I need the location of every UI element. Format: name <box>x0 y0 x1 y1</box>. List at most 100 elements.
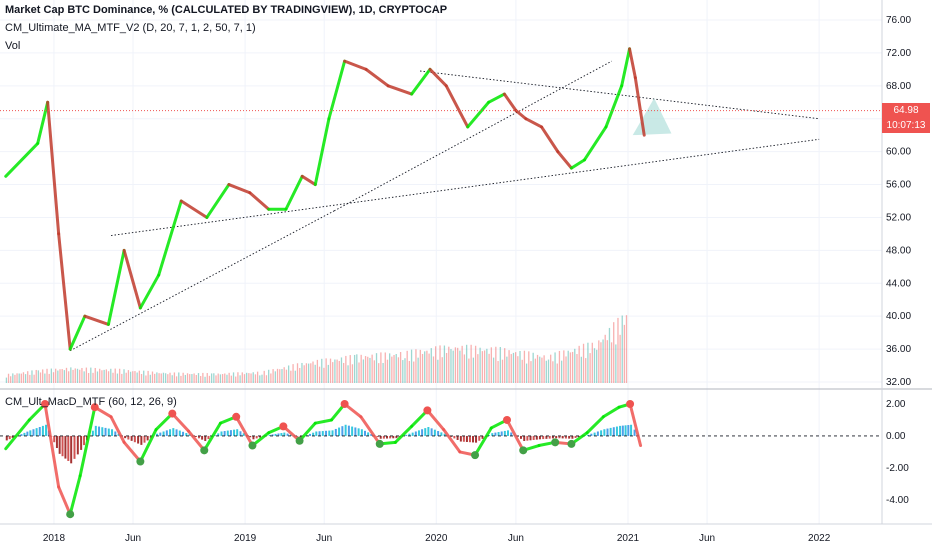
macd-hist-bar <box>325 430 328 436</box>
macd-segment <box>359 415 382 446</box>
macd-hist-bar <box>478 435 481 441</box>
macd-line <box>4 402 643 516</box>
macd-cross-dots <box>41 400 635 519</box>
macd-hist-bar <box>555 435 558 439</box>
macd-hist-bar <box>271 434 274 436</box>
volume-bar <box>397 357 400 383</box>
volume-bar <box>567 350 569 383</box>
volume-bar <box>316 359 319 383</box>
macd-hist-bar <box>630 424 633 436</box>
price-pane[interactable] <box>0 47 882 383</box>
volume-bar <box>18 373 20 383</box>
price-segment <box>628 47 637 80</box>
macd-hist-bar <box>392 435 395 439</box>
countdown-badge: 10:07:13 <box>882 118 930 133</box>
volume-bar <box>380 352 382 383</box>
volume-bar <box>406 350 408 383</box>
price-tick-label: 44.00 <box>886 278 911 289</box>
macd-tick-label: 2.00 <box>886 399 906 410</box>
macd-hist-bar <box>55 435 58 449</box>
volume-bar <box>353 354 356 383</box>
volume-bar <box>327 364 329 383</box>
macd-hist-bar <box>433 429 436 436</box>
macd-segment <box>628 402 643 448</box>
volume-bar <box>219 374 222 383</box>
volume-bar <box>585 358 587 383</box>
price-segment <box>487 92 506 104</box>
macd-hist-bar <box>481 435 484 439</box>
macd-hist-bar <box>430 428 433 436</box>
macd-pane[interactable] <box>0 400 882 519</box>
volume-bar <box>332 362 334 383</box>
volume-bar <box>504 348 506 383</box>
volume-bar <box>243 374 246 383</box>
macd-cross-dot <box>232 412 241 421</box>
macd-hist-bar <box>465 435 468 442</box>
volume-bar <box>514 352 517 383</box>
volume-bar <box>5 377 8 383</box>
volume-bar <box>525 363 528 383</box>
volume-bar <box>437 359 439 383</box>
volume-bar <box>552 361 554 383</box>
macd-hist-bar <box>20 434 23 436</box>
volume-bar <box>424 351 426 383</box>
volume-bar <box>608 327 611 383</box>
volume-bar <box>435 346 437 383</box>
ma-segments <box>4 47 646 351</box>
volume-bar <box>543 355 545 383</box>
volume-bar <box>263 370 265 383</box>
chart-title[interactable]: Market Cap BTC Dominance, % (CALCULATED … <box>5 4 448 16</box>
macd-hist-bar <box>140 435 143 445</box>
price-tick-label: 48.00 <box>886 245 911 256</box>
macd-indicator-label[interactable]: CM_Ult_MacD_MTF (60, 12, 26, 9) <box>5 396 177 408</box>
volume-bar <box>35 369 37 383</box>
volume-bar <box>197 373 200 383</box>
macd-hist-bar <box>593 432 596 436</box>
volume-bar <box>248 373 250 383</box>
volume-bar <box>292 364 294 383</box>
macd-hist-bar <box>258 435 261 438</box>
macd-hist-bar <box>45 424 48 436</box>
volume-indicator-label[interactable]: Vol <box>5 40 21 52</box>
macd-hist-bar <box>207 435 210 440</box>
volume-bar <box>160 373 162 383</box>
volume-bar <box>463 354 466 383</box>
volume-bar <box>497 361 499 383</box>
volume-bar <box>461 345 463 383</box>
price-segment <box>83 314 110 326</box>
trend-line-lower-trend <box>110 138 820 237</box>
price-segment <box>179 199 209 219</box>
volume-bar <box>528 351 530 383</box>
volume-bar <box>105 369 107 383</box>
macd-hist-bar <box>188 434 191 436</box>
macd-hist-bar <box>315 431 318 436</box>
macd-hist-bar <box>548 435 551 439</box>
macd-hist-bar <box>532 435 535 440</box>
volume-bar <box>299 367 301 383</box>
volume-bar <box>389 353 391 383</box>
volume-bar <box>580 356 582 383</box>
volume-bar <box>87 373 90 383</box>
ma-indicator-label[interactable]: CM_Ultimate_MA_MTF_V2 (D, 20, 7, 1, 2, 5… <box>5 22 256 34</box>
volume-bar <box>101 370 103 383</box>
macd-cross-dot <box>295 436 304 445</box>
macd-hist-bar <box>83 435 86 446</box>
volume-bar <box>22 372 25 383</box>
volume-bar <box>510 354 512 383</box>
volume-bar <box>367 356 369 383</box>
macd-axis[interactable]: 2.00 0.00 -2.00 -4.00 <box>886 399 909 506</box>
macd-hist-bar <box>111 429 114 436</box>
macd-hist-bar <box>220 431 223 436</box>
macd-hist-bar <box>41 425 44 436</box>
macd-hist-bar <box>201 435 204 440</box>
volume-bar <box>246 372 248 383</box>
macd-hist-bar <box>197 435 200 439</box>
time-axis[interactable]: 2018 Jun 2019 Jun 2020 Jun 2021 Jun 2022 <box>43 533 831 544</box>
macd-hist-bar <box>104 427 107 436</box>
volume-bar <box>305 363 308 383</box>
macd-hist-bar <box>94 425 97 436</box>
macd-hist-bar <box>424 428 427 436</box>
price-axis[interactable]: 76.0072.0068.0064.0060.0056.0052.0048.00… <box>886 15 911 388</box>
volume-bar <box>221 374 224 383</box>
